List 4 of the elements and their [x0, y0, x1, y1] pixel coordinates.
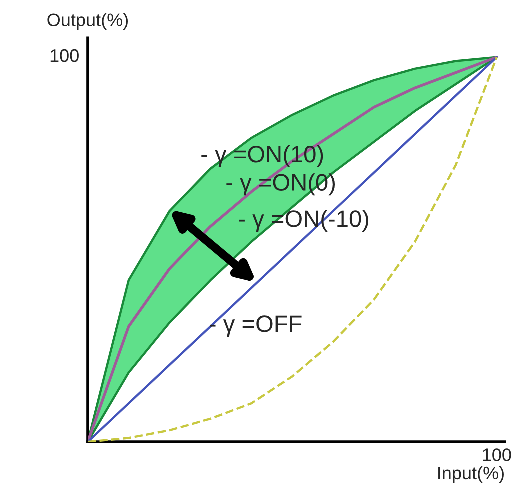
text: 100: [50, 49, 79, 62]
y-axis-title: Output(%): [48, 13, 128, 30]
text: 100: [483, 448, 512, 462]
x-axis-title: Input(%): [438, 466, 504, 484]
